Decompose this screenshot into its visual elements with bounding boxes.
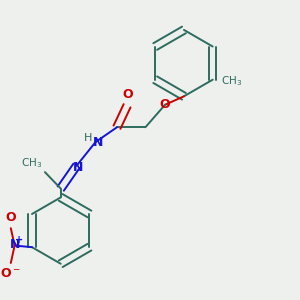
- Text: N: N: [73, 161, 83, 174]
- Text: CH$_3$: CH$_3$: [220, 74, 242, 88]
- Text: N: N: [92, 136, 103, 148]
- Text: O: O: [122, 88, 133, 101]
- Text: O$^-$: O$^-$: [0, 267, 21, 280]
- Text: CH$_3$: CH$_3$: [21, 156, 42, 170]
- Text: H: H: [83, 133, 92, 143]
- Text: O: O: [5, 212, 16, 224]
- Text: O: O: [160, 98, 170, 111]
- Text: N: N: [9, 238, 20, 251]
- Text: +: +: [15, 235, 23, 245]
